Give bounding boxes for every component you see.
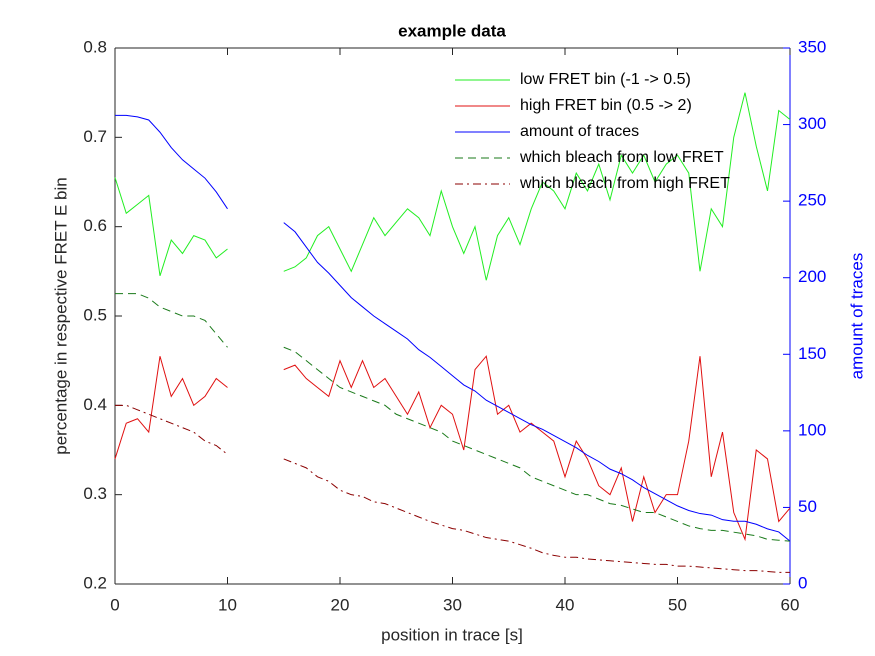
y-tick-label: 0.4 [83, 395, 107, 414]
x-tick-label: 50 [668, 595, 687, 614]
y2-tick-label: 300 [798, 114, 826, 133]
legend-label: which bleach from low FRET [519, 149, 724, 166]
y-tick-label: 0.8 [83, 37, 107, 56]
y-tick-label: 0.6 [83, 216, 107, 235]
x-axis-label: position in trace [s] [381, 625, 523, 644]
y-tick-label: 0.3 [83, 484, 107, 503]
y2-axis-label: amount of traces [847, 253, 866, 380]
y2-tick-label: 150 [798, 344, 826, 363]
y2-tick-label: 250 [798, 191, 826, 210]
legend-label: high FRET bin (0.5 -> 2) [520, 97, 692, 114]
y-tick-label: 0.5 [83, 305, 107, 324]
x-tick-label: 10 [218, 595, 237, 614]
x-tick-label: 0 [110, 595, 119, 614]
y-axis-label: percentage in respective FRET E bin [51, 177, 70, 455]
chart-title: example data [398, 21, 506, 40]
data-line [114, 355, 791, 542]
legend-label: low FRET bin (-1 -> 0.5) [520, 71, 691, 88]
legend-label: which bleach from high FRET [519, 175, 730, 192]
x-tick-label: 30 [443, 595, 462, 614]
y-tick-label: 0.2 [83, 573, 107, 592]
data-line [115, 293, 791, 542]
data-line [114, 92, 791, 281]
legend-label: amount of traces [520, 123, 639, 140]
x-tick-label: 40 [556, 595, 575, 614]
y-tick-label: 0.7 [83, 127, 107, 146]
x-tick-label: 20 [331, 595, 350, 614]
x-tick-label: 60 [781, 595, 800, 614]
y2-tick-label: 200 [798, 267, 826, 286]
y2-tick-label: 50 [798, 497, 817, 516]
y2-tick-label: 100 [798, 420, 826, 439]
y2-tick-label: 0 [798, 573, 807, 592]
data-line [115, 404, 790, 573]
y2-tick-label: 350 [798, 37, 826, 56]
data-line [115, 114, 791, 542]
